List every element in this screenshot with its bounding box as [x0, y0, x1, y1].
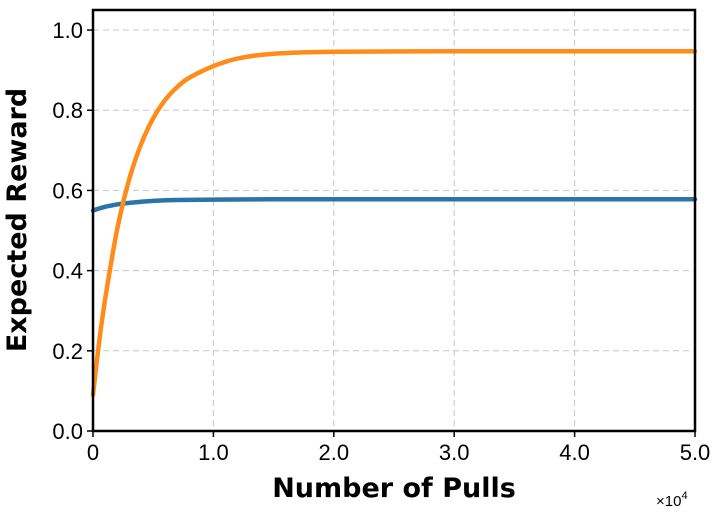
series-line-2 [90, 49, 698, 398]
x-tick-label: 2.0 [319, 440, 350, 465]
x-multiplier-base: ×10 [656, 493, 681, 510]
series-layer [90, 49, 698, 398]
x-tick-label: 5.0 [680, 440, 711, 465]
x-tick-label: 1.0 [198, 440, 229, 465]
y-tick-label: 0.6 [52, 178, 83, 203]
grid-lines [93, 10, 695, 431]
x-axis-label: Number of Pulls [272, 473, 516, 504]
series-line-1 [90, 196, 698, 213]
x-axis-multiplier: ×104 [656, 490, 688, 510]
x-axis-ticks: 0 1.0 2.0 3.0 4.0 5.0 [87, 431, 710, 465]
y-tick-label: 0.4 [52, 259, 83, 284]
plot-frame [91, 8, 697, 433]
x-multiplier-exponent: 4 [681, 490, 687, 502]
y-tick-label: 0.0 [52, 419, 83, 444]
y-tick-label: 1.0 [52, 18, 83, 43]
y-tick-label: 0.8 [52, 98, 83, 123]
y-tick-label: 0.2 [52, 339, 83, 364]
x-tick-label: 4.0 [559, 440, 590, 465]
x-tick-label: 0 [87, 440, 99, 465]
y-axis-ticks: 0.0 0.2 0.4 0.6 0.8 1.0 [52, 18, 93, 444]
y-axis-label: Expected Reward [2, 88, 33, 352]
x-tick-label: 3.0 [439, 440, 470, 465]
